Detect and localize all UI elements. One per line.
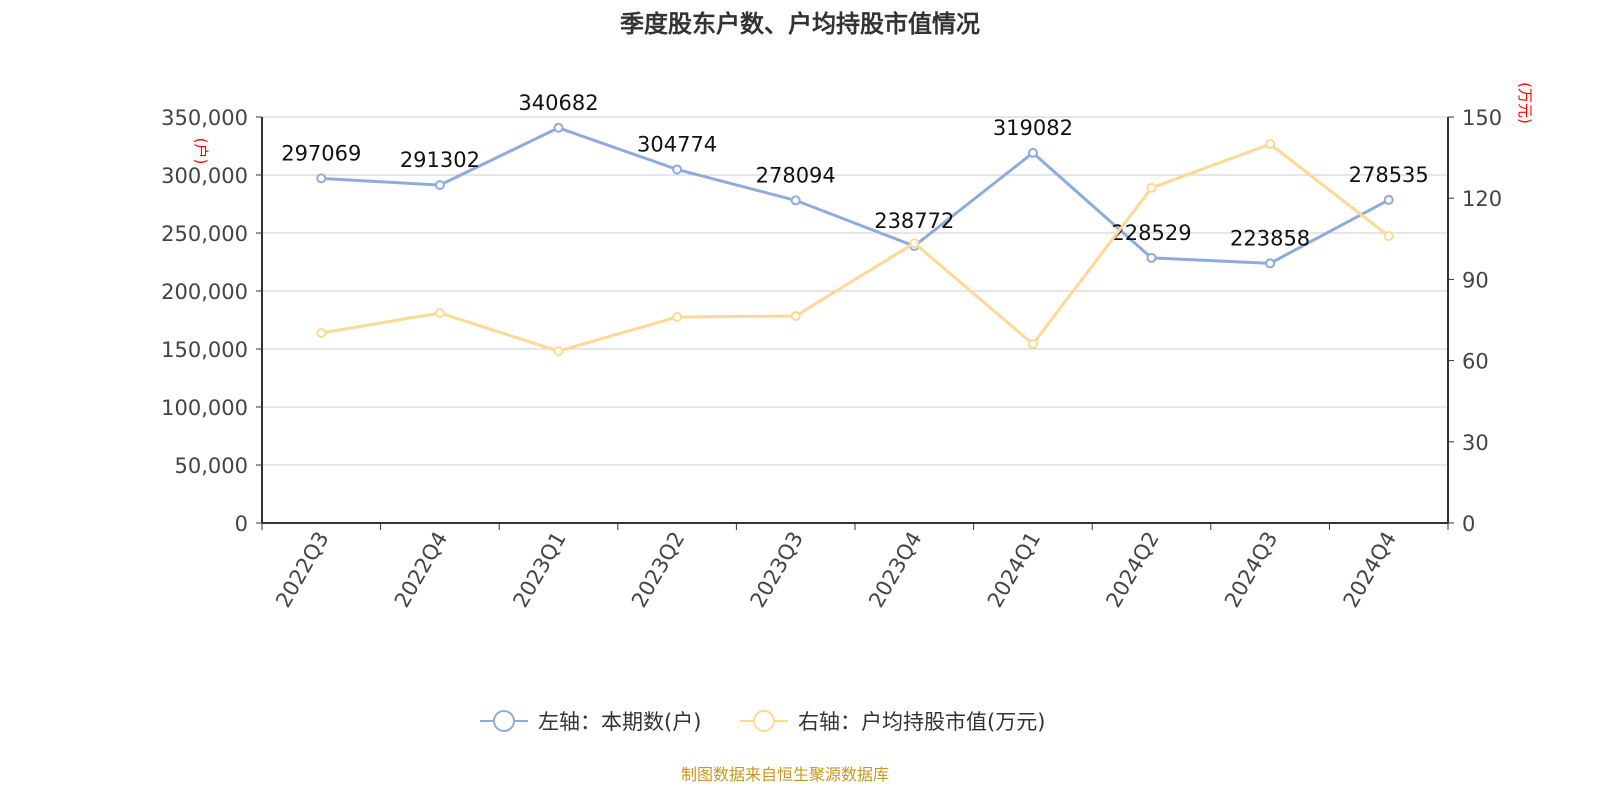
right-tick-label: 0: [1462, 512, 1475, 536]
x-tick-label: 2024Q2: [1101, 528, 1163, 612]
data-label: 319082: [993, 116, 1073, 140]
right-tick-label: 60: [1462, 350, 1489, 374]
data-point[interactable]: [1383, 194, 1394, 205]
left-axis-label: (户): [192, 138, 210, 165]
x-tick-label: 2022Q3: [271, 528, 333, 612]
right-tick-label: 30: [1462, 431, 1489, 455]
data-label: 278094: [756, 163, 836, 187]
legend-label[interactable]: 左轴：本期数(户): [538, 710, 701, 734]
legend-marker[interactable]: [753, 710, 775, 732]
x-tick-label: 2022Q4: [390, 528, 452, 612]
x-tick-label: 2024Q3: [1220, 528, 1282, 612]
chart-title: 季度股东户数、户均持股市值情况: [620, 10, 980, 38]
source-note: 制图数据来自恒生聚源数据库: [681, 765, 889, 784]
data-point[interactable]: [1027, 147, 1038, 158]
x-tick-label: 2023Q3: [746, 528, 808, 612]
data-point[interactable]: [434, 180, 445, 191]
right-tick-label: 150: [1462, 106, 1502, 130]
left-tick-label: 200,000: [161, 280, 248, 304]
legend-marker[interactable]: [493, 710, 515, 732]
series-line: [321, 142, 1390, 353]
series-line: [321, 126, 1390, 265]
left-tick-label: 250,000: [161, 222, 248, 246]
data-point[interactable]: [1383, 231, 1394, 242]
left-tick-label: 350,000: [161, 106, 248, 130]
data-point[interactable]: [1265, 258, 1276, 269]
left-tick-label: 0: [235, 512, 248, 536]
data-point[interactable]: [553, 346, 564, 357]
left-tick-label: 300,000: [161, 164, 248, 188]
right-tick-label: 120: [1462, 187, 1502, 211]
data-point[interactable]: [1146, 182, 1157, 193]
legend-label[interactable]: 右轴：户均持股市值(万元): [798, 710, 1045, 734]
data-label: 223858: [1230, 226, 1310, 250]
x-tick-label: 2023Q4: [864, 528, 926, 612]
data-label: 278535: [1349, 163, 1429, 187]
data-label: 297069: [281, 141, 361, 165]
data-point[interactable]: [316, 173, 327, 184]
data-point[interactable]: [1265, 139, 1276, 150]
data-point[interactable]: [672, 312, 683, 323]
data-label: 340682: [518, 91, 598, 115]
x-tick-label: 2024Q4: [1339, 528, 1401, 612]
data-point[interactable]: [790, 195, 801, 206]
x-tick-label: 2023Q1: [508, 528, 570, 612]
data-point[interactable]: [434, 307, 445, 318]
data-point[interactable]: [316, 327, 327, 338]
left-tick-label: 50,000: [175, 454, 248, 478]
data-point[interactable]: [672, 164, 683, 175]
data-point[interactable]: [1027, 339, 1038, 350]
left-tick-label: 100,000: [161, 396, 248, 420]
data-point[interactable]: [790, 310, 801, 321]
right-tick-label: 90: [1462, 268, 1489, 292]
data-label: 291302: [400, 148, 480, 172]
right-axis-label: (万元): [1516, 82, 1534, 124]
data-point[interactable]: [1146, 252, 1157, 263]
x-tick-label: 2024Q1: [983, 528, 1045, 612]
data-point[interactable]: [909, 238, 920, 249]
data-label: 304774: [637, 132, 717, 156]
x-tick-label: 2023Q2: [627, 528, 689, 612]
data-label: 238772: [874, 209, 954, 233]
left-tick-label: 150,000: [161, 338, 248, 362]
data-point[interactable]: [553, 122, 564, 133]
